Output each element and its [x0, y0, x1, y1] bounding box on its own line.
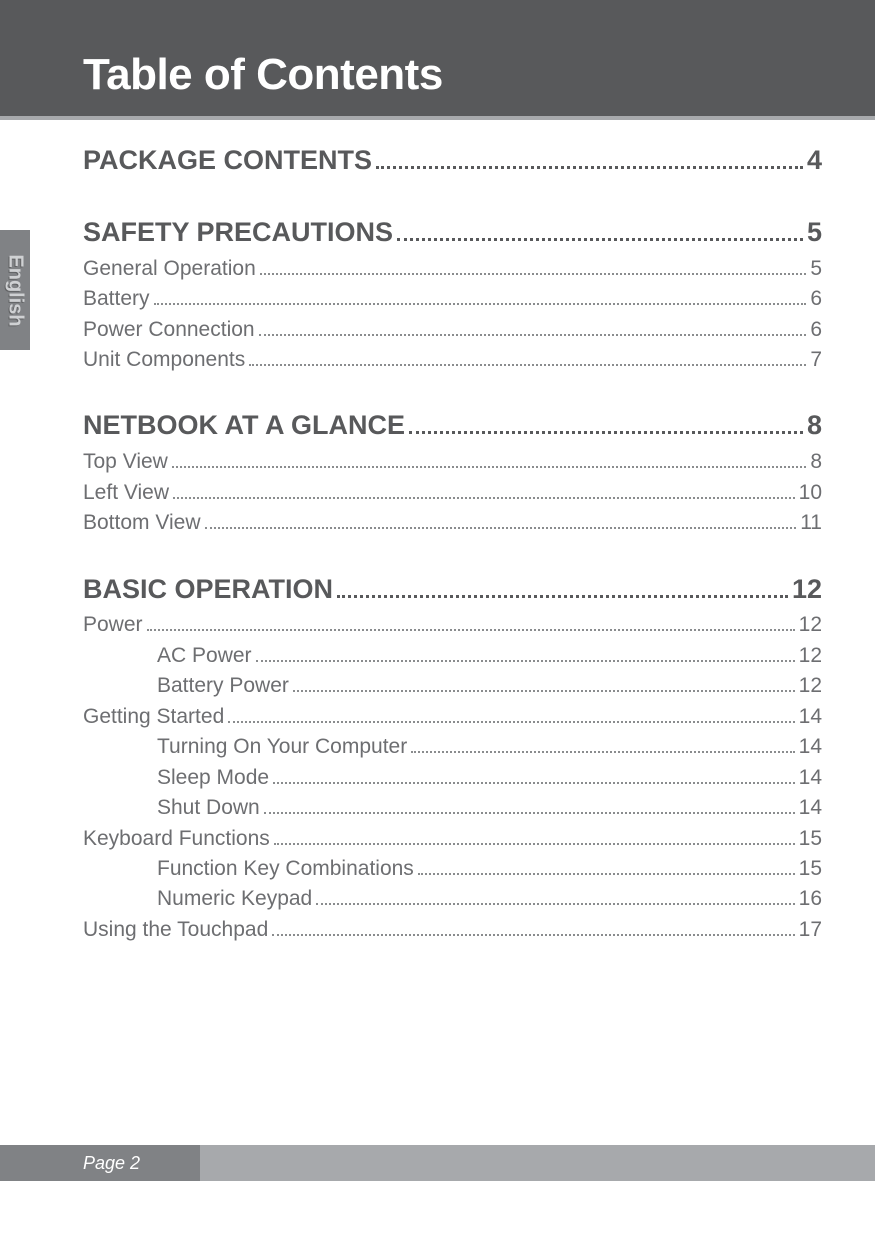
- toc-item-label: Battery: [83, 284, 150, 314]
- toc-item-row: General Operation 5: [83, 254, 822, 284]
- toc-section: NETBOOK AT A GLANCE 8 Top View 8 Left Vi…: [83, 405, 822, 538]
- footer-page-box: Page 2: [0, 1145, 200, 1181]
- toc-item-label: Power: [83, 610, 143, 640]
- toc-leader-dots: [397, 238, 803, 241]
- toc-item-page: 7: [810, 345, 822, 375]
- toc-item-page: 12: [799, 610, 822, 640]
- page-root: Table of Contents English PACKAGE CONTEN…: [0, 0, 875, 1241]
- toc-subitem-row: Function Key Combinations 15: [83, 854, 822, 884]
- toc-subitem-label: Numeric Keypad: [157, 884, 312, 914]
- page-title: Table of Contents: [83, 50, 443, 100]
- toc-item-label: Unit Components: [83, 345, 245, 375]
- toc-leader-dots: [259, 334, 807, 336]
- toc-subitem-page: 12: [799, 641, 822, 671]
- toc-item-row: Power 12: [83, 610, 822, 640]
- toc-heading-label: BASIC OPERATION: [83, 569, 333, 611]
- toc-subitem-row: Numeric Keypad 16: [83, 884, 822, 914]
- toc-leader-dots: [273, 782, 795, 784]
- toc-item-row: Left View 10: [83, 478, 822, 508]
- toc-item-row: Unit Components 7: [83, 345, 822, 375]
- toc-subitem-row: AC Power 12: [83, 641, 822, 671]
- footer-page-label: Page 2: [83, 1153, 140, 1174]
- toc-subitem-label: Sleep Mode: [157, 763, 269, 793]
- toc-leader-dots: [272, 934, 794, 936]
- toc-item-page: 11: [800, 508, 822, 538]
- toc-content: PACKAGE CONTENTS 4 SAFETY PRECAUTIONS 5 …: [83, 140, 822, 975]
- toc-subitem-label: Battery Power: [157, 671, 289, 701]
- toc-leader-dots: [264, 812, 795, 814]
- toc-item-row: Getting Started 14: [83, 702, 822, 732]
- toc-subitem-label: AC Power: [157, 641, 252, 671]
- toc-item-row: Bottom View 11: [83, 508, 822, 538]
- toc-heading-label: PACKAGE CONTENTS: [83, 140, 372, 182]
- toc-heading-row: SAFETY PRECAUTIONS 5: [83, 212, 822, 254]
- toc-item-label: Bottom View: [83, 508, 201, 538]
- toc-subitem-page: 14: [799, 793, 822, 823]
- toc-subitem-label: Turning On Your Computer: [157, 732, 407, 762]
- toc-item-label: Using the Touchpad: [83, 915, 268, 945]
- toc-heading-page: 8: [807, 405, 822, 447]
- toc-heading-row: NETBOOK AT A GLANCE 8: [83, 405, 822, 447]
- toc-leader-dots: [409, 431, 803, 434]
- toc-item-page: 17: [799, 915, 822, 945]
- toc-item-row: Top View 8: [83, 447, 822, 477]
- toc-item-page: 14: [799, 702, 822, 732]
- toc-item-row: Keyboard Functions 15: [83, 824, 822, 854]
- toc-section: SAFETY PRECAUTIONS 5 General Operation 5…: [83, 212, 822, 376]
- toc-leader-dots: [260, 273, 807, 275]
- toc-item-page: 5: [810, 254, 822, 284]
- toc-item-label: Power Connection: [83, 315, 255, 345]
- toc-leader-dots: [205, 527, 797, 529]
- toc-leader-dots: [337, 595, 788, 598]
- toc-subitem-page: 14: [799, 732, 822, 762]
- toc-item-page: 15: [799, 824, 822, 854]
- toc-heading-row: BASIC OPERATION 12: [83, 569, 822, 611]
- toc-item-page: 6: [810, 284, 822, 314]
- language-tab-label: English: [4, 254, 27, 326]
- toc-subitem-page: 16: [799, 884, 822, 914]
- toc-section: BASIC OPERATION 12 Power 12 AC Power 12 …: [83, 569, 822, 946]
- toc-item-row: Using the Touchpad 17: [83, 915, 822, 945]
- toc-item-label: Left View: [83, 478, 169, 508]
- language-tab: English: [0, 230, 30, 350]
- toc-heading-row: PACKAGE CONTENTS 4: [83, 140, 822, 182]
- toc-leader-dots: [256, 660, 795, 662]
- toc-item-label: General Operation: [83, 254, 256, 284]
- toc-leader-dots: [147, 629, 795, 631]
- toc-leader-dots: [293, 690, 795, 692]
- toc-leader-dots: [376, 166, 803, 169]
- toc-subitem-page: 14: [799, 763, 822, 793]
- toc-leader-dots: [249, 364, 806, 366]
- toc-subitem-row: Turning On Your Computer 14: [83, 732, 822, 762]
- toc-item-page: 8: [810, 447, 822, 477]
- toc-item-page: 10: [799, 478, 822, 508]
- toc-heading-page: 4: [807, 140, 822, 182]
- toc-subitem-row: Shut Down 14: [83, 793, 822, 823]
- toc-leader-dots: [316, 903, 794, 905]
- toc-section: PACKAGE CONTENTS 4: [83, 140, 822, 182]
- toc-item-row: Battery 6: [83, 284, 822, 314]
- toc-subitem-row: Battery Power 12: [83, 671, 822, 701]
- toc-leader-dots: [274, 843, 795, 845]
- toc-leader-dots: [172, 466, 806, 468]
- toc-leader-dots: [411, 751, 794, 753]
- toc-leader-dots: [418, 873, 795, 875]
- toc-item-label: Top View: [83, 447, 168, 477]
- toc-item-label: Keyboard Functions: [83, 824, 270, 854]
- toc-subitem-label: Shut Down: [157, 793, 260, 823]
- toc-leader-dots: [154, 303, 807, 305]
- toc-subitem-page: 15: [799, 854, 822, 884]
- toc-leader-dots: [173, 497, 795, 499]
- toc-heading-label: NETBOOK AT A GLANCE: [83, 405, 405, 447]
- toc-leader-dots: [228, 721, 794, 723]
- toc-heading-page: 12: [792, 569, 822, 611]
- toc-heading-page: 5: [807, 212, 822, 254]
- toc-subitem-row: Sleep Mode 14: [83, 763, 822, 793]
- toc-item-page: 6: [810, 315, 822, 345]
- toc-item-label: Getting Started: [83, 702, 224, 732]
- toc-heading-label: SAFETY PRECAUTIONS: [83, 212, 393, 254]
- toc-subitem-page: 12: [799, 671, 822, 701]
- toc-subitem-label: Function Key Combinations: [157, 854, 414, 884]
- toc-item-row: Power Connection 6: [83, 315, 822, 345]
